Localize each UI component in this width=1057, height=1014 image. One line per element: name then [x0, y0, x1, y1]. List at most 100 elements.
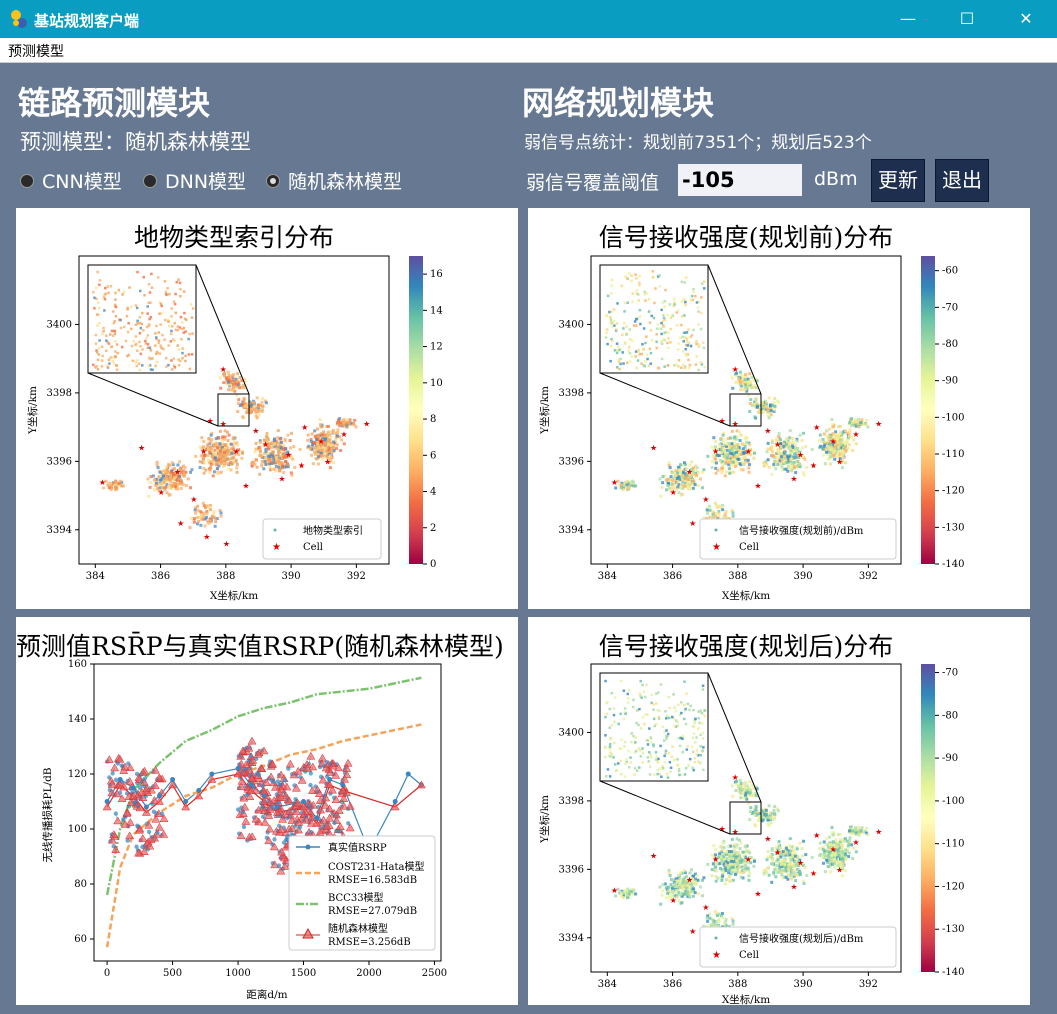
map-point [616, 887, 620, 891]
map-point [705, 508, 709, 512]
radio-dnn[interactable]: DNN模型 [143, 167, 246, 194]
map-point [206, 442, 210, 446]
inset-point [683, 314, 686, 317]
map-point [821, 437, 825, 441]
map-point [730, 376, 734, 380]
map-point [789, 873, 793, 877]
map-point [629, 481, 633, 485]
map-point [192, 517, 196, 521]
real-point [209, 771, 215, 777]
menu-item-prediction-model[interactable]: 预测模型 [8, 44, 64, 60]
close-button[interactable]: ✕ [1019, 9, 1033, 28]
threshold-input[interactable] [678, 164, 802, 196]
map-point [204, 468, 208, 472]
map-point [789, 441, 793, 445]
inset-point [618, 348, 621, 352]
map-point [819, 444, 823, 448]
map-point [214, 437, 218, 441]
inset-point [149, 315, 153, 319]
inset-point [164, 356, 168, 360]
map-point [626, 893, 630, 897]
inset-point [106, 364, 110, 367]
app-icon [11, 10, 27, 28]
map-point [168, 478, 172, 482]
inset-point [104, 292, 107, 296]
map-point [795, 863, 799, 867]
y-tick-label: 3398 [47, 388, 72, 399]
y-tick-label: 140 [68, 714, 87, 725]
map-point [274, 460, 278, 464]
map-point [627, 481, 631, 485]
map-point [745, 450, 749, 454]
map-point [831, 442, 835, 446]
map-point [788, 429, 792, 433]
inset-point [174, 311, 178, 315]
landuse-chart: 地物类型索引分布 ★★★★★★★★★★★★★★★★★★★★★★★★ 384 386… [27, 223, 443, 602]
map-point [176, 487, 180, 491]
rf-point [294, 817, 304, 826]
inset-point [673, 301, 676, 304]
map-point [219, 449, 223, 453]
landuse-inset-points [92, 270, 195, 372]
map-point [766, 866, 770, 870]
map-point [830, 856, 834, 860]
exit-button[interactable]: 退出 [935, 159, 989, 202]
map-point [760, 400, 764, 404]
map-point [280, 463, 284, 467]
map-point [754, 399, 758, 403]
minimize-button[interactable]: — [900, 9, 916, 28]
map-point [720, 460, 724, 464]
map-point [769, 816, 773, 820]
map-point [248, 411, 252, 415]
inset-point [634, 318, 638, 321]
map-point [315, 445, 319, 449]
map-point [199, 512, 203, 516]
map-point [846, 846, 850, 850]
map-point [830, 825, 834, 829]
map-point [274, 441, 278, 445]
radio-cnn[interactable]: CNN模型 [20, 167, 122, 194]
inset-point [637, 293, 640, 296]
map-point [265, 435, 269, 439]
map-point [859, 829, 863, 833]
map-point [821, 453, 825, 457]
map-point [261, 404, 265, 408]
inset-point [697, 368, 700, 372]
map-point [221, 435, 225, 439]
map-point [300, 465, 304, 469]
map-point [791, 462, 795, 466]
inset-point [635, 289, 639, 292]
update-button[interactable]: 更新 [871, 159, 925, 202]
map-point [746, 785, 750, 789]
map-point [771, 812, 775, 816]
map-point [728, 436, 732, 440]
map-point [750, 812, 754, 816]
map-point [215, 449, 219, 453]
map-point [750, 404, 754, 408]
inset-point [124, 339, 128, 343]
map-point [727, 850, 731, 854]
landuse-title: 地物类型索引分布 [134, 223, 334, 252]
inset-point [142, 275, 145, 279]
map-point [821, 845, 825, 849]
map-point [833, 845, 837, 849]
rf-point [239, 768, 249, 776]
map-point [776, 399, 780, 403]
inset-point [680, 280, 684, 284]
map-point [839, 850, 843, 854]
map-point [334, 447, 338, 451]
map-point [108, 481, 112, 485]
map-point [765, 407, 769, 411]
maximize-button[interactable]: ☐ [959, 9, 975, 28]
inset-point [93, 307, 96, 310]
map-point [213, 456, 217, 460]
inset-point [151, 357, 154, 360]
real-point [314, 815, 320, 821]
map-point [738, 791, 742, 795]
inset-point [645, 292, 649, 295]
rf-point [155, 796, 164, 805]
cell-marker: ★ [836, 865, 843, 874]
map-point [743, 852, 747, 856]
radio-random-forest[interactable]: 随机森林模型 [266, 167, 402, 194]
map-point [243, 379, 247, 383]
